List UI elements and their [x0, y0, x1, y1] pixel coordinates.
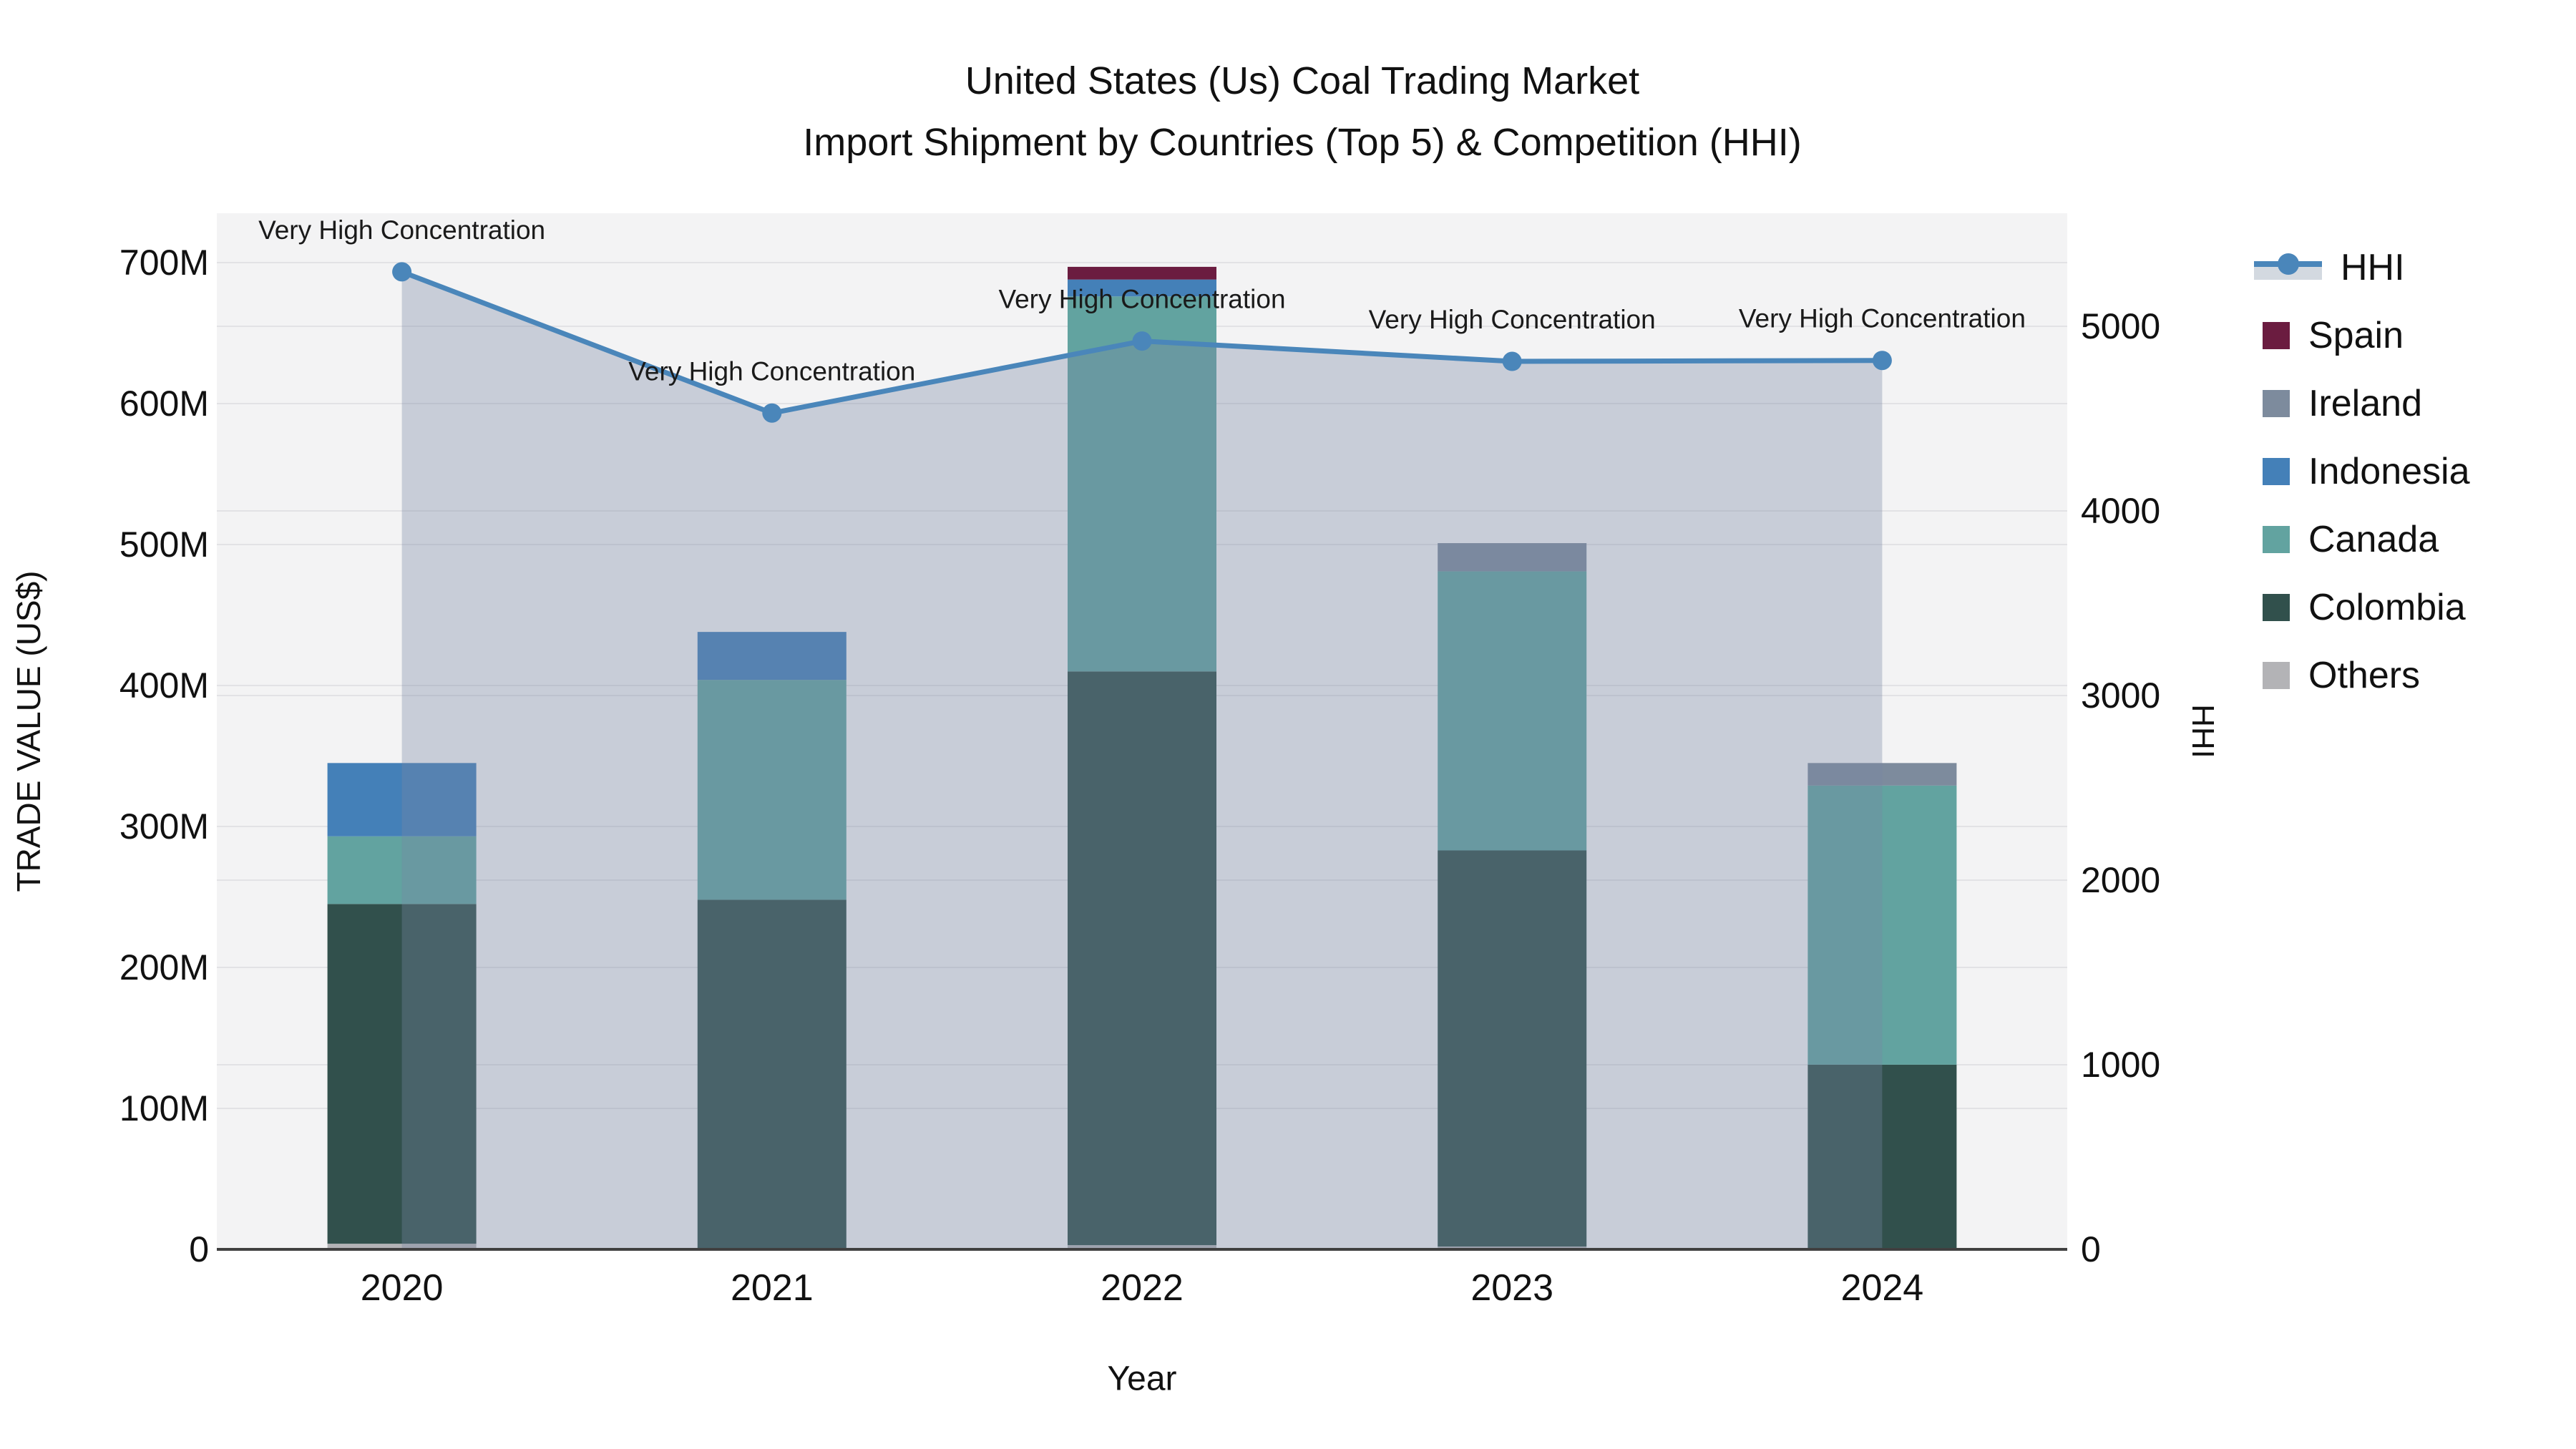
- legend-swatch-icon: [2263, 389, 2290, 417]
- bar-2023-colombia[interactable]: [1438, 850, 1587, 1247]
- legend-item-colombia[interactable]: Colombia: [2254, 573, 2470, 641]
- legend-label: Canada: [2308, 518, 2439, 560]
- y-left-tick-400M: 400M: [119, 665, 209, 706]
- bar-2024-canada[interactable]: [1807, 785, 1957, 1065]
- x-tick-2020: 2020: [361, 1267, 444, 1309]
- hhi-marker-2021[interactable]: [762, 403, 782, 423]
- y-left-tick-0: 0: [189, 1229, 209, 1269]
- legend-label: Indonesia: [2308, 450, 2470, 492]
- annotation-2023: Very High Concentration: [1369, 305, 1656, 334]
- bar-2024-ireland[interactable]: [1807, 763, 1957, 786]
- bar-2023-ireland[interactable]: [1438, 543, 1587, 572]
- hhi-marker-2024[interactable]: [1872, 351, 1892, 371]
- bar-2020-canada[interactable]: [327, 836, 477, 904]
- x-tick-2022: 2022: [1101, 1267, 1184, 1309]
- legend-swatch-icon: [2263, 457, 2290, 485]
- annotation-2022: Very High Concentration: [998, 285, 1285, 314]
- y-right-tick-5000: 5000: [2081, 306, 2160, 346]
- chart-title-line1: United States (Us) Coal Trading Market: [965, 59, 1640, 102]
- bar-2022-others[interactable]: [1068, 1245, 1216, 1249]
- legend-label: HHI: [2341, 246, 2405, 288]
- hhi-line-swatch-icon: [2254, 251, 2322, 284]
- bar-2021-canada[interactable]: [697, 680, 847, 900]
- legend-swatch-icon: [2263, 593, 2290, 621]
- legend-swatch-icon: [2263, 661, 2290, 689]
- x-tick-2023: 2023: [1470, 1267, 1553, 1309]
- legend-label: Ireland: [2308, 382, 2422, 424]
- hhi-marker-2022[interactable]: [1132, 331, 1152, 351]
- y-right-tick-0: 0: [2081, 1229, 2101, 1269]
- y-axis-label-right: HHI: [2185, 704, 2220, 758]
- y-left-tick-600M: 600M: [119, 384, 209, 424]
- chart-title-line2: Import Shipment by Countries (Top 5) & C…: [803, 121, 1802, 164]
- legend: HHI Spain Ireland Indonesia Canada Colombia Ot…: [2254, 233, 2470, 709]
- legend-item-hhi[interactable]: HHI: [2254, 233, 2470, 301]
- bar-2022-canada[interactable]: [1068, 296, 1216, 672]
- legend-label: Others: [2308, 654, 2421, 696]
- bar-2020-others[interactable]: [327, 1244, 477, 1249]
- bar-2023-canada[interactable]: [1438, 571, 1587, 851]
- legend-item-ireland[interactable]: Ireland: [2254, 369, 2470, 437]
- y-axis-label-left: TRADE VALUE (US$): [10, 570, 47, 892]
- annotation-2021: Very High Concentration: [628, 356, 915, 386]
- hhi-area-band: [401, 271, 1883, 1249]
- legend-label: Colombia: [2308, 586, 2466, 628]
- y-right-tick-2000: 2000: [2081, 860, 2160, 900]
- hhi-marker-2023[interactable]: [1502, 351, 1522, 371]
- y-right-tick-1000: 1000: [2081, 1045, 2160, 1085]
- y-left-tick-500M: 500M: [119, 525, 209, 565]
- y-right-tick-3000: 3000: [2081, 675, 2160, 716]
- x-tick-2021: 2021: [731, 1267, 814, 1309]
- legend-swatch-icon: [2263, 525, 2290, 553]
- y-right-tick-4000: 4000: [2081, 491, 2160, 531]
- legend-item-indonesia[interactable]: Indonesia: [2254, 437, 2470, 505]
- y-left-tick-700M: 700M: [119, 243, 209, 283]
- annotation-2020: Very High Concentration: [258, 215, 545, 245]
- bar-2021-indonesia[interactable]: [697, 632, 847, 680]
- annotation-2024: Very High Concentration: [1739, 304, 2026, 333]
- legend-swatch-icon: [2263, 321, 2290, 349]
- x-tick-2024: 2024: [1841, 1267, 1924, 1309]
- bar-2021-colombia[interactable]: [697, 899, 847, 1249]
- x-axis-label: Year: [1107, 1360, 1177, 1398]
- y-left-tick-300M: 300M: [119, 806, 209, 847]
- legend-label: Spain: [2308, 314, 2404, 356]
- bar-2020-indonesia[interactable]: [327, 763, 477, 836]
- bar-2022-indonesia[interactable]: [1068, 279, 1216, 297]
- bar-2024-colombia[interactable]: [1807, 1064, 1957, 1249]
- bar-2020-colombia[interactable]: [327, 904, 477, 1244]
- bar-2022-spain[interactable]: [1068, 266, 1216, 280]
- bar-2022-colombia[interactable]: [1068, 671, 1216, 1246]
- legend-item-others[interactable]: Others: [2254, 641, 2470, 709]
- legend-item-canada[interactable]: Canada: [2254, 505, 2470, 573]
- y-left-tick-200M: 200M: [119, 947, 209, 987]
- hhi-marker-2020[interactable]: [392, 262, 412, 282]
- legend-item-spain[interactable]: Spain: [2254, 301, 2470, 369]
- y-left-tick-100M: 100M: [119, 1088, 209, 1128]
